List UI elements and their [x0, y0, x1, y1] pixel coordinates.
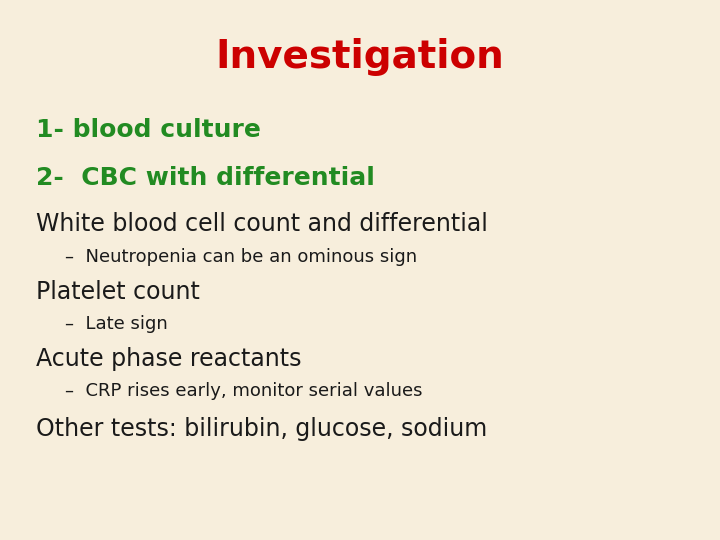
Text: White blood cell count and differential: White blood cell count and differential [36, 212, 488, 236]
Text: 1- blood culture: 1- blood culture [36, 118, 261, 141]
Text: –  CRP rises early, monitor serial values: – CRP rises early, monitor serial values [65, 382, 423, 401]
Text: Other tests: bilirubin, glucose, sodium: Other tests: bilirubin, glucose, sodium [36, 417, 487, 441]
Text: –  Late sign: – Late sign [65, 315, 168, 333]
Text: –  Neutropenia can be an ominous sign: – Neutropenia can be an ominous sign [65, 247, 417, 266]
Text: Platelet count: Platelet count [36, 280, 200, 303]
Text: Acute phase reactants: Acute phase reactants [36, 347, 302, 371]
Text: 2-  CBC with differential: 2- CBC with differential [36, 166, 375, 190]
Text: Investigation: Investigation [215, 38, 505, 76]
